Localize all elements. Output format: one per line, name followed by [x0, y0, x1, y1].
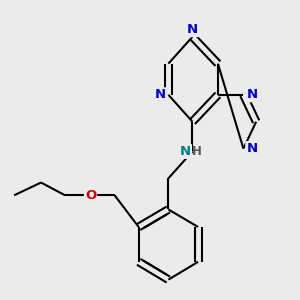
Text: N: N — [246, 88, 257, 101]
Text: N: N — [180, 145, 191, 158]
Text: N: N — [246, 142, 257, 155]
Text: N: N — [187, 23, 198, 36]
Text: O: O — [85, 189, 96, 202]
Text: N: N — [154, 88, 166, 101]
Text: H: H — [192, 145, 202, 158]
